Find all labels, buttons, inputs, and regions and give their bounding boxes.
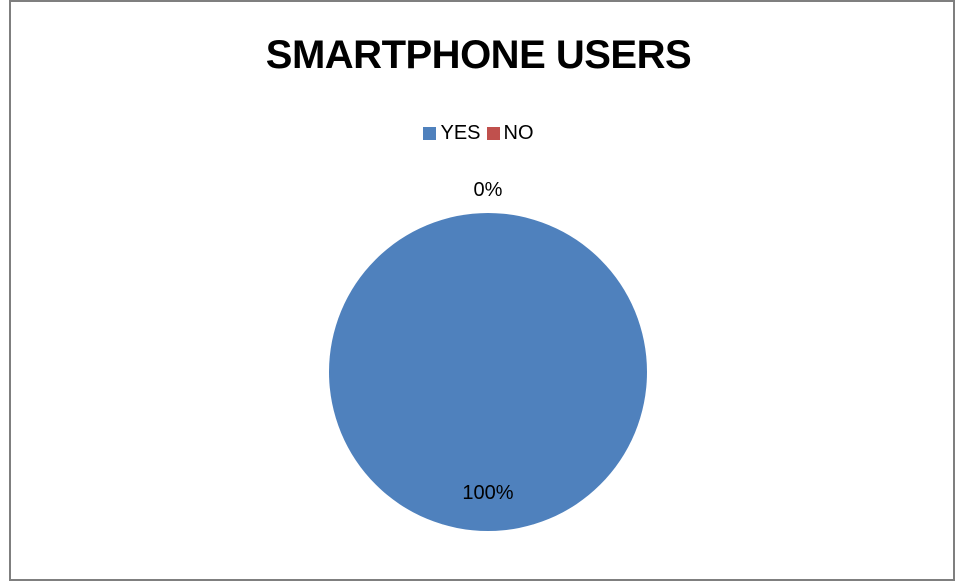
data-label-no: 0% — [474, 179, 503, 201]
pie-slice-yes — [329, 213, 647, 531]
data-label-yes: 100% — [462, 482, 513, 504]
legend-swatch-yes — [423, 127, 437, 140]
legend-label-no: NO — [503, 122, 534, 144]
legend-item-yes: YES — [423, 122, 481, 145]
chart-legend: YES NO — [0, 122, 957, 145]
legend-swatch-no — [486, 127, 500, 140]
legend-item-no: NO — [486, 122, 534, 145]
chart-title: SMARTPHONE USERS — [265, 33, 692, 77]
legend-label-yes: YES — [440, 122, 481, 144]
